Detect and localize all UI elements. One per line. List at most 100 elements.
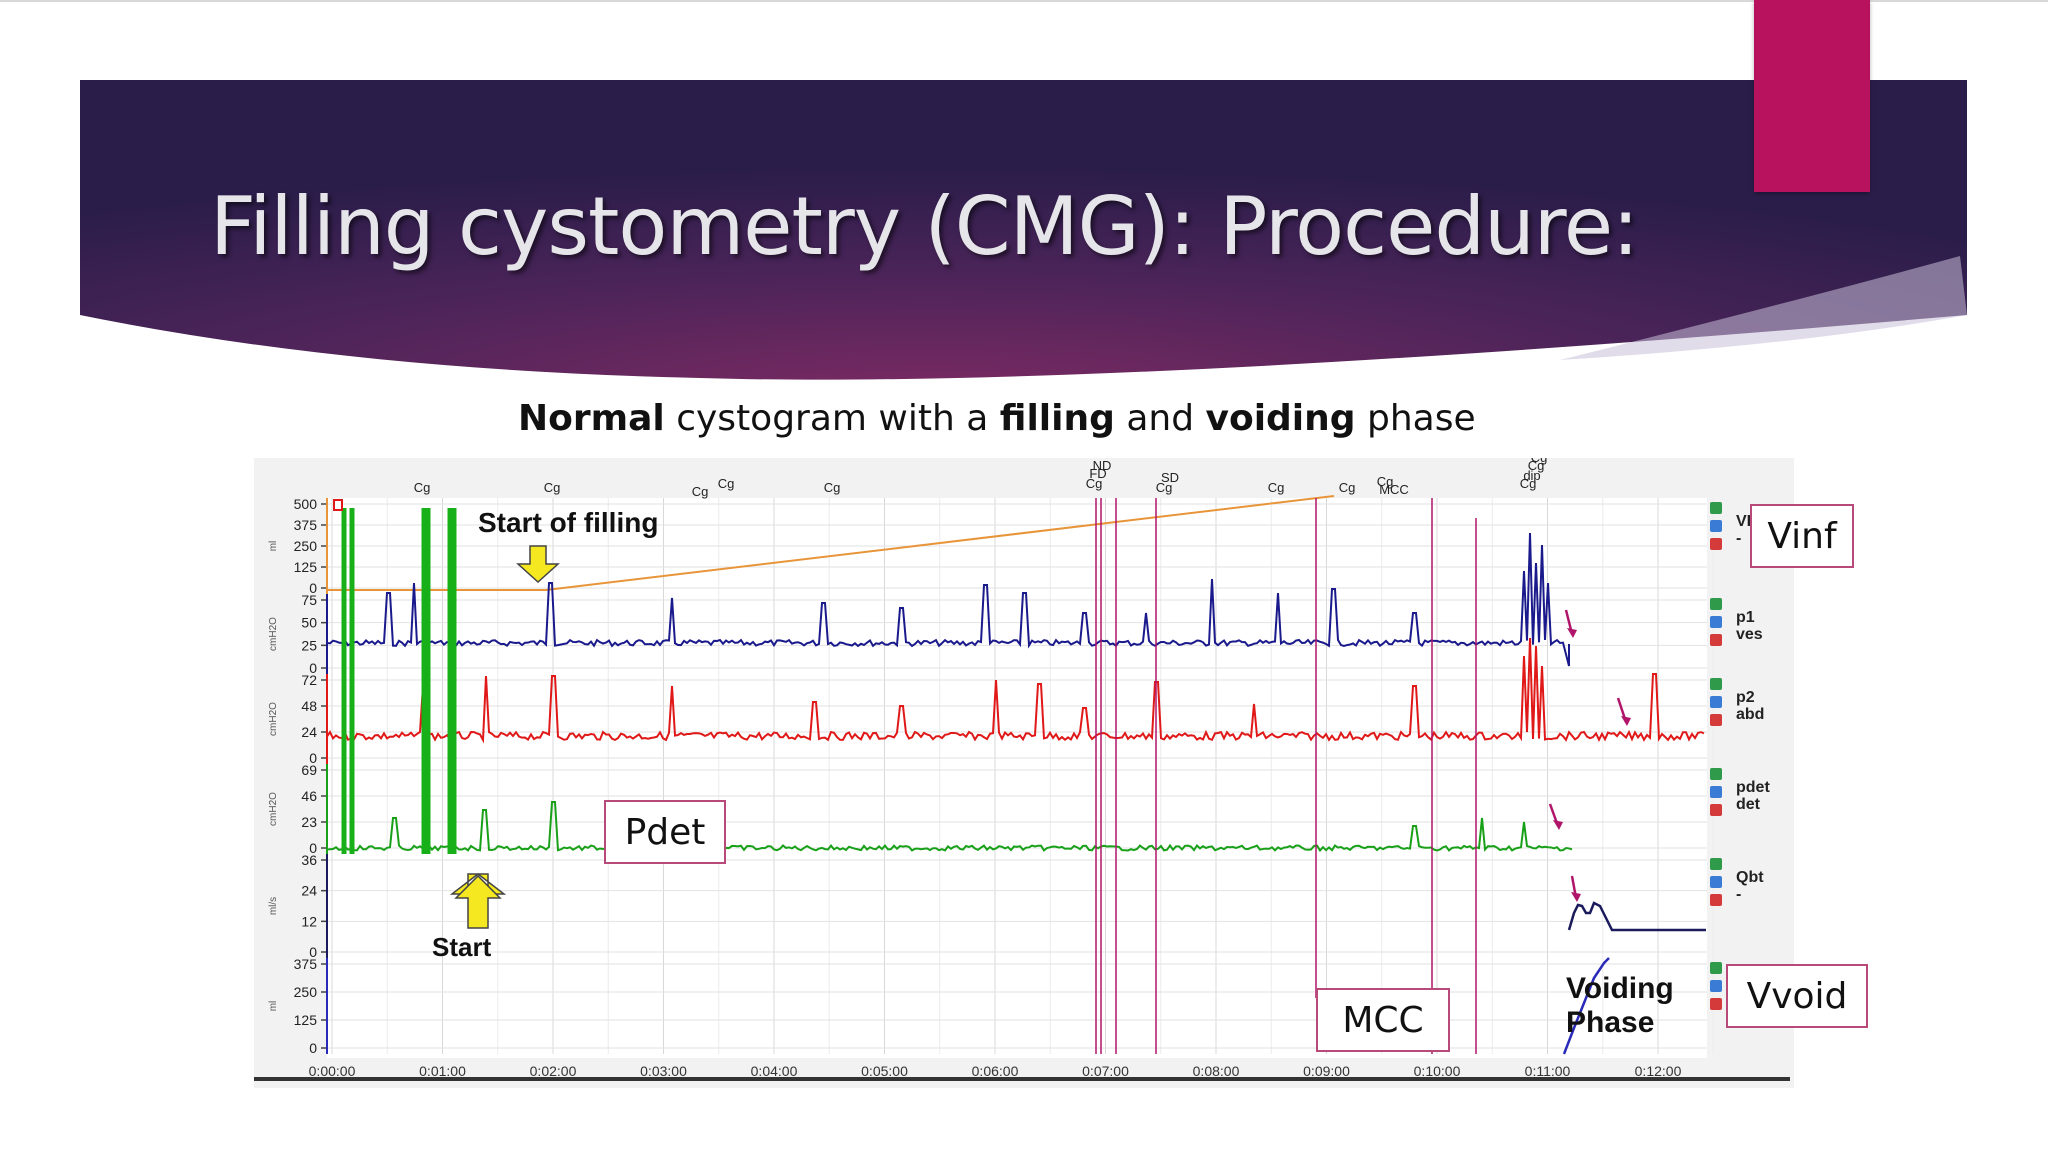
subtitle-part: and [1114, 398, 1206, 439]
channel-icon [1710, 598, 1722, 610]
channel-label: p2 [1736, 689, 1755, 706]
event-marker-label: Cg [1339, 480, 1356, 495]
chart-event-markers: CgCgCgCgCgNDFDCgSDCgCgCgCgMCCCgdipCgCg [414, 458, 1548, 1054]
y-tick-label: 24 [301, 724, 317, 740]
start-label: Start [432, 932, 492, 962]
event-marker-label: Cg [692, 484, 709, 499]
voiding-phase-label: Voiding [1566, 972, 1674, 1005]
p1-trace [326, 532, 1570, 667]
event-marker-label: dip [1523, 468, 1540, 483]
start-of-filling-arrow [516, 545, 560, 584]
y-unit-label: cmH2O [268, 792, 279, 826]
event-marker-label: Cg [544, 480, 561, 495]
pdet-callout: Pdet [604, 800, 726, 864]
event-marker-label: Cg [1531, 458, 1548, 465]
subtitle-part: Normal [518, 398, 665, 439]
channel-icon [1710, 876, 1722, 888]
x-tick-label: 0:01:00 [419, 1063, 466, 1079]
chart-traces [326, 495, 1706, 1055]
annotation-arrowhead [1621, 716, 1631, 726]
x-tick-label: 0:05:00 [861, 1063, 908, 1079]
x-tick-label: 0:07:00 [1082, 1063, 1129, 1079]
y-tick-label: 375 [294, 517, 318, 533]
event-marker-label: Cg [1377, 474, 1394, 489]
channel-icon [1710, 678, 1722, 690]
y-tick-label: 46 [301, 788, 317, 804]
y-tick-label: 125 [294, 559, 318, 575]
y-tick-label: 0 [309, 840, 317, 856]
y-tick-label: 50 [301, 615, 317, 631]
y-tick-label: 0 [309, 660, 317, 676]
y-tick-label: 12 [301, 913, 317, 929]
event-marker-label: Cg [1268, 480, 1285, 495]
y-tick-label: 25 [301, 637, 317, 653]
chart-tick-labels: 5003752501250ml7550250cmH2O7248240cmH2O6… [268, 496, 1682, 1079]
y-tick-label: 24 [301, 883, 317, 899]
y-tick-label: 375 [294, 956, 318, 972]
channel-icon [1710, 696, 1722, 708]
vvoid-callout: Vvoid [1726, 964, 1868, 1028]
x-tick-label: 0:03:00 [640, 1063, 687, 1079]
x-tick-label: 0:04:00 [751, 1063, 798, 1079]
y-unit-label: cmH2O [268, 702, 279, 736]
channel-icon [1710, 962, 1722, 974]
event-marker-label: FD [1089, 466, 1106, 481]
x-tick-label: 0:08:00 [1193, 1063, 1240, 1079]
y-tick-label: 250 [294, 538, 318, 554]
subtitle-part: voiding [1205, 398, 1356, 439]
event-marker-label: MCC [1379, 482, 1409, 497]
y-tick-label: 36 [301, 852, 317, 868]
x-tick-label: 0:09:00 [1303, 1063, 1350, 1079]
event-marker-label: Cg [1528, 458, 1545, 473]
start-arrow [454, 874, 502, 929]
channel-icon [1710, 804, 1722, 816]
channel-icon [1710, 634, 1722, 646]
channel-label: p1 [1736, 609, 1755, 626]
channel-icon [1710, 616, 1722, 628]
event-marker-label: Cg [1086, 476, 1103, 491]
channel-label: det [1736, 796, 1761, 813]
event-marker-label: ND [1093, 458, 1112, 473]
channel-label: - [1736, 530, 1741, 547]
y-tick-label: 0 [309, 1040, 317, 1056]
mcc-callout: MCC [1316, 988, 1450, 1052]
channel-icon [1710, 502, 1722, 514]
x-tick-label: 0:12:00 [1635, 1063, 1682, 1079]
x-tick-label: 0:06:00 [972, 1063, 1019, 1079]
slide-title: Filling cystometry (CMG): Procedure: [210, 180, 1639, 273]
channel-icon [1710, 858, 1722, 870]
start-marker [333, 499, 343, 511]
x-tick-label: 0:10:00 [1414, 1063, 1461, 1079]
y-tick-label: 0 [309, 944, 317, 960]
slide-subtitle: Normal cystogram with a filling and void… [518, 398, 1476, 439]
y-unit-label: ml [268, 541, 279, 552]
annotation-arrowhead [1567, 628, 1577, 638]
channel-icon [1710, 894, 1722, 906]
vbt-trace [1562, 957, 1610, 1055]
channel-label: ves [1736, 626, 1763, 643]
y-tick-label: 0 [309, 580, 317, 596]
y-tick-label: 250 [294, 984, 318, 1000]
event-marker-label: Cg [718, 476, 735, 491]
channel-icon [1710, 998, 1722, 1010]
vlm-trace [327, 495, 1335, 591]
channel-icon [1710, 768, 1722, 780]
event-marker-label: Cg [824, 480, 841, 495]
y-tick-label: 0 [309, 750, 317, 766]
annotation-arrowhead [1571, 892, 1581, 902]
p2-trace [326, 637, 1705, 744]
start-of-filling-label: Start of filling [478, 507, 658, 538]
y-tick-label: 75 [301, 592, 317, 608]
title-banner [0, 0, 2048, 380]
y-unit-label: ml/s [268, 897, 279, 915]
annotation-arrowhead [1553, 820, 1563, 830]
event-marker-label: Cg [414, 480, 431, 495]
y-tick-label: 500 [294, 496, 318, 512]
channel-label: abd [1736, 706, 1764, 723]
channel-icon [1710, 520, 1722, 532]
event-marker-label: Cg [1156, 480, 1173, 495]
event-marker-label: Cg [1520, 476, 1537, 491]
x-tick-label: 0:11:00 [1525, 1063, 1571, 1079]
plot-area [327, 498, 1707, 1058]
x-tick-label: 0:02:00 [530, 1063, 577, 1079]
